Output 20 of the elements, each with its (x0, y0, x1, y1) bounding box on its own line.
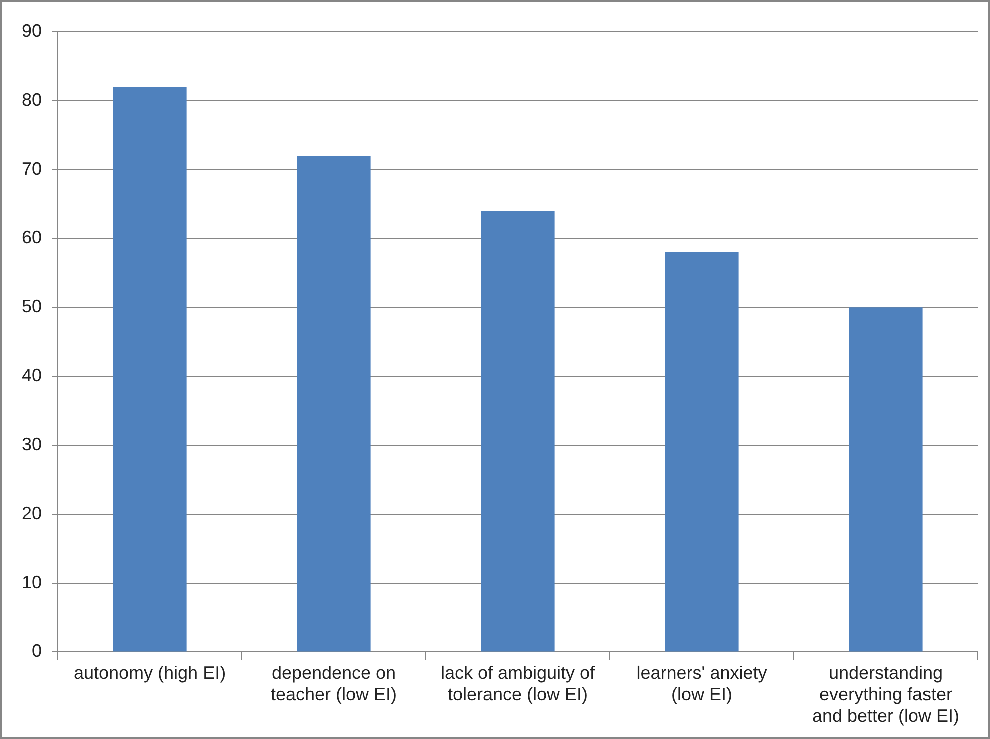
x-tick-label: understanding everything faster and better (low EI) (812, 662, 960, 726)
y-tick-label: 90 (22, 20, 42, 41)
y-tick-label: 60 (22, 228, 42, 248)
y-tick-label: 80 (22, 90, 42, 110)
bar (297, 156, 371, 652)
bar (849, 308, 923, 652)
y-tick-label: 0 (32, 641, 42, 662)
bar (113, 87, 187, 652)
y-tick-label: 30 (22, 434, 42, 454)
y-tick-label: 40 (22, 366, 42, 386)
bar (481, 211, 555, 652)
x-tick-label: lack of ambiguity of tolerance (low EI) (440, 662, 596, 705)
bar (665, 252, 739, 652)
x-tick-label: learners' anxiety (low EI) (636, 662, 768, 705)
y-tick-label: 70 (22, 158, 42, 179)
y-tick-label: 10 (22, 572, 42, 592)
y-tick-label: 20 (22, 503, 42, 524)
x-tick-label: dependence on teacher (low EI) (270, 662, 398, 705)
x-tick-label: autonomy (high EI) (74, 662, 226, 683)
y-tick-label: 50 (22, 296, 42, 317)
